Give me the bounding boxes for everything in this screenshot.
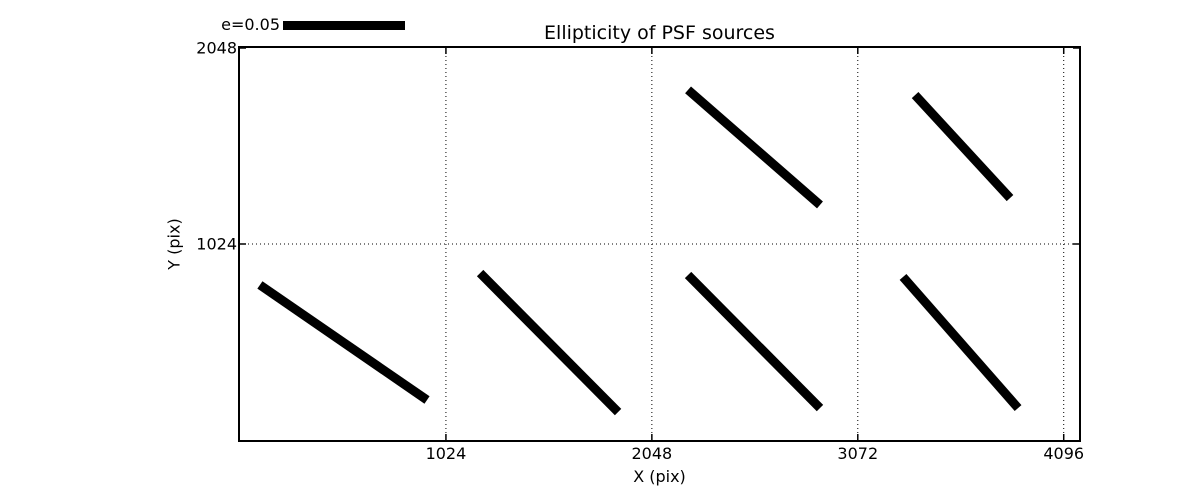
psf-whisker-0	[257, 281, 430, 404]
x-axis-label: X (pix)	[633, 467, 686, 486]
legend-label: e=0.05	[221, 15, 280, 34]
psf-whisker-4	[685, 86, 823, 209]
plot-canvas	[240, 48, 1079, 440]
x-tick-label-2048: 2048	[631, 444, 673, 463]
psf-whisker-3	[899, 273, 1022, 412]
y-tick-label-2048: 2048	[196, 38, 237, 58]
psf-whisker-1	[476, 269, 622, 416]
y-tick-label-1024: 1024	[196, 234, 237, 254]
x-tick-label-3072: 3072	[837, 444, 879, 463]
chart-title: Ellipticity of PSF sources	[544, 22, 775, 44]
x-tick-label-1024: 1024	[425, 444, 467, 463]
psf-whisker-2	[684, 271, 824, 412]
x-tick-label-4096: 4096	[1043, 444, 1085, 463]
legend-whisker-sample	[283, 21, 405, 30]
psf-whisker-5	[911, 92, 1014, 202]
plot-area	[238, 46, 1081, 442]
y-axis-label: Y (pix)	[164, 218, 184, 270]
